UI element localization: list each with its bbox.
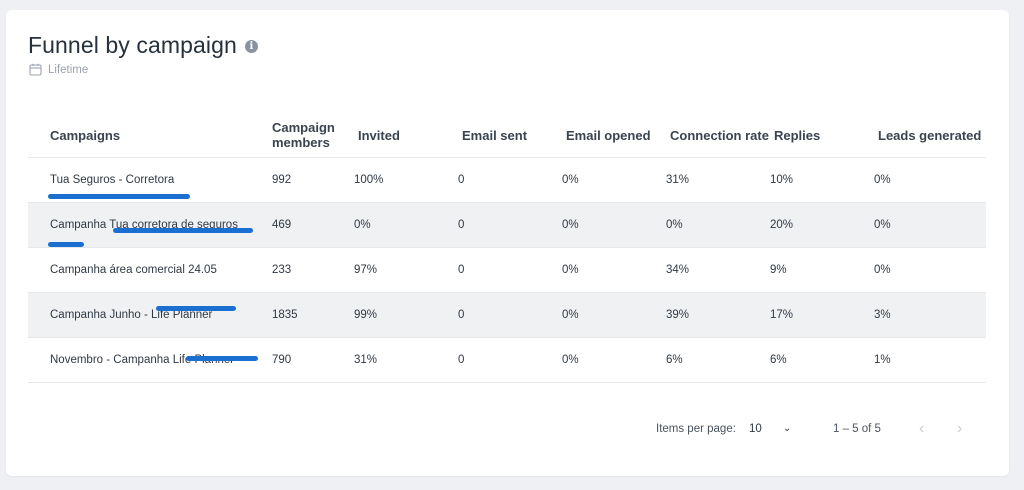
campaign-table: Campaigns Campaign members Invited Email… <box>28 113 986 383</box>
email-opened: 0% <box>562 264 579 276</box>
calendar-icon <box>29 63 42 76</box>
campaign-name-text: Tua Seguros - Corretora <box>50 174 175 186</box>
leads-generated: 0% <box>874 174 891 186</box>
email-opened: 0% <box>562 309 579 321</box>
invited: 99% <box>354 309 378 321</box>
connection-rate: 34% <box>666 264 690 276</box>
title-row: Funnel by campaign i <box>28 32 258 59</box>
replies: 20% <box>770 219 794 231</box>
campaign-name: Campanha Junho - Life Planner <box>28 306 250 321</box>
replies: 9% <box>770 264 787 276</box>
replies: 6% <box>770 354 787 366</box>
redaction-mark <box>156 306 236 311</box>
items-per-page-label: Items per page: <box>656 423 736 435</box>
campaign-members: 469 <box>272 219 292 231</box>
items-per-page-select[interactable]: 10 <box>749 423 762 435</box>
leads-generated: 0% <box>874 219 891 231</box>
table-header: Campaigns Campaign members Invited Email… <box>28 113 986 158</box>
redaction-mark <box>113 227 253 233</box>
email-sent: 0 <box>458 219 465 231</box>
campaign-name: Campanha Tua corretora de seguros <box>28 218 253 247</box>
table-row[interactable]: Campanha Junho - Life Planner 1835 99% 0… <box>28 293 986 338</box>
replies: 17% <box>770 309 794 321</box>
campaign-name: Tua Seguros - Corretora <box>28 174 250 199</box>
funnel-card: Funnel by campaign i Lifetime Campaigns … <box>6 10 1009 476</box>
invited: 31% <box>354 354 378 366</box>
email-opened: 0% <box>562 219 579 231</box>
campaign-members: 992 <box>272 174 292 186</box>
invited: 100% <box>354 174 384 186</box>
date-range: Lifetime <box>29 63 88 76</box>
column-header-invited[interactable]: Invited <box>358 127 400 143</box>
campaign-name: Campanha área comercial 24.05 <box>50 264 217 276</box>
connection-rate: 0% <box>666 219 683 231</box>
campaign-members: 1835 <box>272 309 298 321</box>
email-opened: 0% <box>562 174 579 186</box>
chevron-down-icon[interactable]: ⌄ <box>783 423 792 434</box>
column-header-leads-generated[interactable]: Leads generated <box>878 127 982 143</box>
campaign-members: 790 <box>272 354 292 366</box>
email-sent: 0 <box>458 174 465 186</box>
table-row[interactable]: Campanha Tua corretora de seguros 469 0%… <box>28 203 986 248</box>
campaign-name-text: Campanha Junho - Life Planner <box>50 309 213 321</box>
email-sent: 0 <box>458 354 465 366</box>
leads-generated: 0% <box>874 264 891 276</box>
connection-rate: 6% <box>666 354 683 366</box>
email-opened: 0% <box>562 354 579 366</box>
page-title: Funnel by campaign <box>28 32 237 58</box>
leads-generated: 1% <box>874 354 891 366</box>
connection-rate: 31% <box>666 174 690 186</box>
column-header-campaigns[interactable]: Campaigns <box>50 127 121 143</box>
table-row[interactable]: Tua Seguros - Corretora 992 100% 0 0% 31… <box>28 158 986 203</box>
column-header-email-sent[interactable]: Email sent <box>462 127 528 143</box>
connection-rate: 39% <box>666 309 690 321</box>
redaction-mark <box>48 241 84 247</box>
campaign-name: Novembro - Campanha Life Planner <box>28 354 258 366</box>
column-header-replies[interactable]: Replies <box>774 127 821 143</box>
chevron-right-icon[interactable]: › <box>957 420 963 437</box>
campaign-members: 233 <box>272 264 292 276</box>
date-range-label: Lifetime <box>48 63 89 76</box>
redaction-mark <box>186 356 258 361</box>
column-header-campaign-members[interactable]: Campaign members <box>272 120 335 150</box>
pagination: Items per page: 10 ⌄ 1 – 5 of 5 ‹ › <box>6 420 1009 443</box>
leads-generated: 3% <box>874 309 891 321</box>
table-row[interactable]: Novembro - Campanha Life Planner 790 31%… <box>28 338 986 383</box>
invited: 0% <box>354 219 371 231</box>
table-row[interactable]: Campanha área comercial 24.05 233 97% 0 … <box>28 248 986 293</box>
column-header-connection-rate[interactable]: Connection rate <box>670 127 769 143</box>
page-range-label: 1 – 5 of 5 <box>833 423 881 435</box>
redaction-mark <box>48 194 190 199</box>
info-icon[interactable]: i <box>244 40 258 53</box>
invited: 97% <box>354 264 378 276</box>
replies: 10% <box>770 174 794 186</box>
chevron-left-icon[interactable]: ‹ <box>919 420 925 437</box>
email-sent: 0 <box>458 264 465 276</box>
email-sent: 0 <box>458 309 465 321</box>
column-header-email-opened[interactable]: Email opened <box>566 127 651 143</box>
